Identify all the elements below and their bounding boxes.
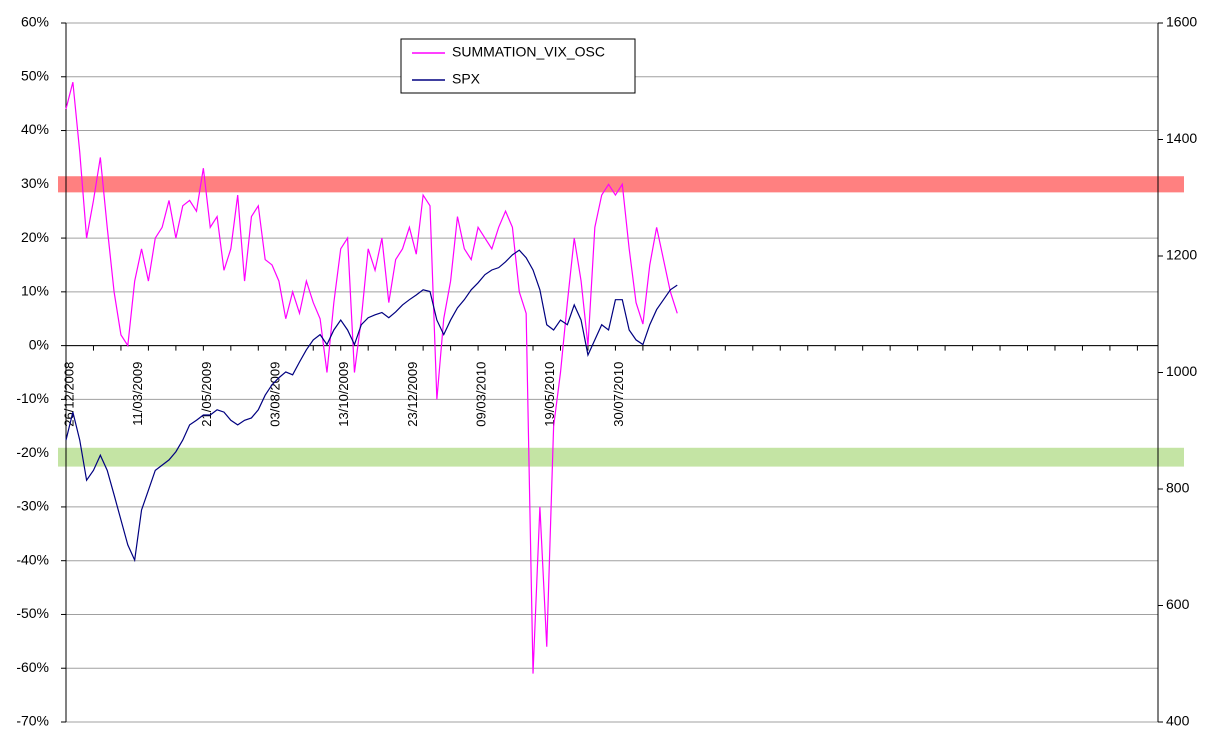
x-tick-label: 03/08/2009 <box>267 362 282 427</box>
y2-tick-label: 600 <box>1166 596 1190 612</box>
y2-tick-label: 1000 <box>1166 363 1197 379</box>
band <box>58 176 1184 193</box>
x-tick-label: 30/07/2010 <box>611 362 626 427</box>
x-tick-label: 11/03/2009 <box>130 362 145 426</box>
y-tick-label: -50% <box>16 605 49 621</box>
y-tick-label: -70% <box>16 713 49 729</box>
x-tick-label: 21/05/2009 <box>199 362 214 427</box>
y2-tick-label: 1400 <box>1166 130 1197 146</box>
y-tick-label: -20% <box>16 444 49 460</box>
legend-box <box>400 38 636 94</box>
legend-label: SPX <box>452 71 481 87</box>
x-tick-label: 13/10/2009 <box>336 362 351 427</box>
x-tick-label: 26/12/2008 <box>61 362 76 427</box>
y-tick-label: 50% <box>21 67 49 83</box>
x-tick-label: 09/03/2010 <box>474 362 489 427</box>
y-tick-label: -30% <box>16 498 49 514</box>
band <box>58 447 1184 467</box>
y-tick-label: 20% <box>21 229 49 245</box>
y-tick-label: -60% <box>16 659 49 675</box>
y-tick-label: 0% <box>29 336 49 352</box>
y-tick-label: 60% <box>21 14 49 30</box>
y2-tick-label: 800 <box>1166 480 1190 496</box>
y-tick-label: 30% <box>21 175 49 191</box>
series-line <box>65 82 678 674</box>
x-tick-label: 19/05/2010 <box>542 362 557 427</box>
y-tick-label: 40% <box>21 121 49 137</box>
legend-label: SUMMATION_VIX_OSC <box>452 44 605 60</box>
x-tick-label: 23/12/2009 <box>405 362 420 427</box>
y-tick-label: -40% <box>16 551 49 567</box>
y2-tick-label: 1600 <box>1166 14 1197 30</box>
y2-tick-label: 1200 <box>1166 247 1197 263</box>
y2-tick-label: 400 <box>1166 713 1190 729</box>
y-tick-label: 10% <box>21 283 49 299</box>
series-line <box>65 249 678 563</box>
y-tick-label: -10% <box>16 390 49 406</box>
